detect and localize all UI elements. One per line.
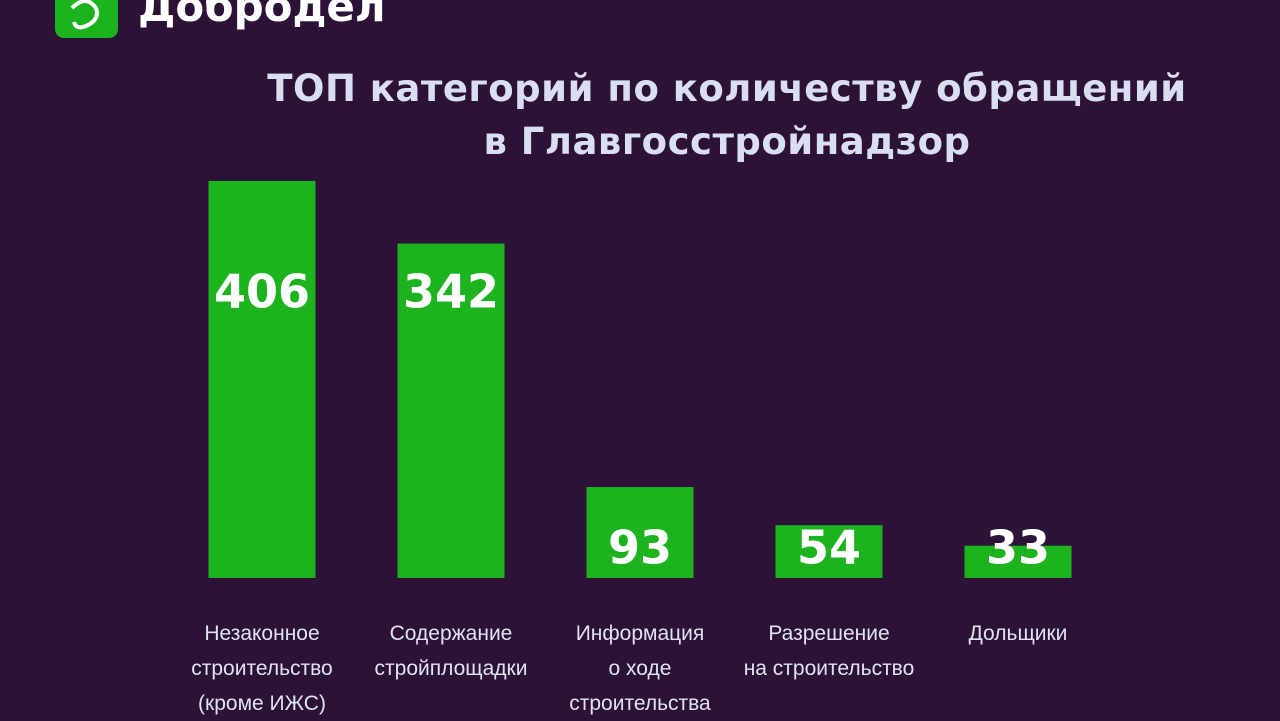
bar — [397, 243, 505, 579]
chart-title: ТОП категорий по количеству обращений в … — [267, 67, 1187, 163]
bar — [586, 487, 694, 578]
category-label: Незаконное строительство (кроме ИЖС) — [191, 622, 333, 715]
bar — [208, 180, 316, 578]
category-label: Разрешение на строительство — [743, 622, 915, 680]
category-label: Содержание стройплощадки — [374, 622, 528, 680]
value-label: 33 — [986, 521, 1050, 575]
logo-icon — [55, 0, 118, 38]
value-label: 54 — [797, 521, 861, 575]
bar — [775, 525, 883, 578]
value-label: 406 — [214, 265, 310, 319]
value-label: 342 — [403, 265, 499, 319]
bar — [964, 545, 1072, 578]
category-label: Информация о ходе строительства — [569, 622, 711, 715]
category-label: Дольщики — [968, 622, 1068, 645]
logo-glyph — [70, 0, 99, 30]
brand: Добродел — [138, 0, 386, 31]
value-label: 93 — [608, 521, 672, 575]
